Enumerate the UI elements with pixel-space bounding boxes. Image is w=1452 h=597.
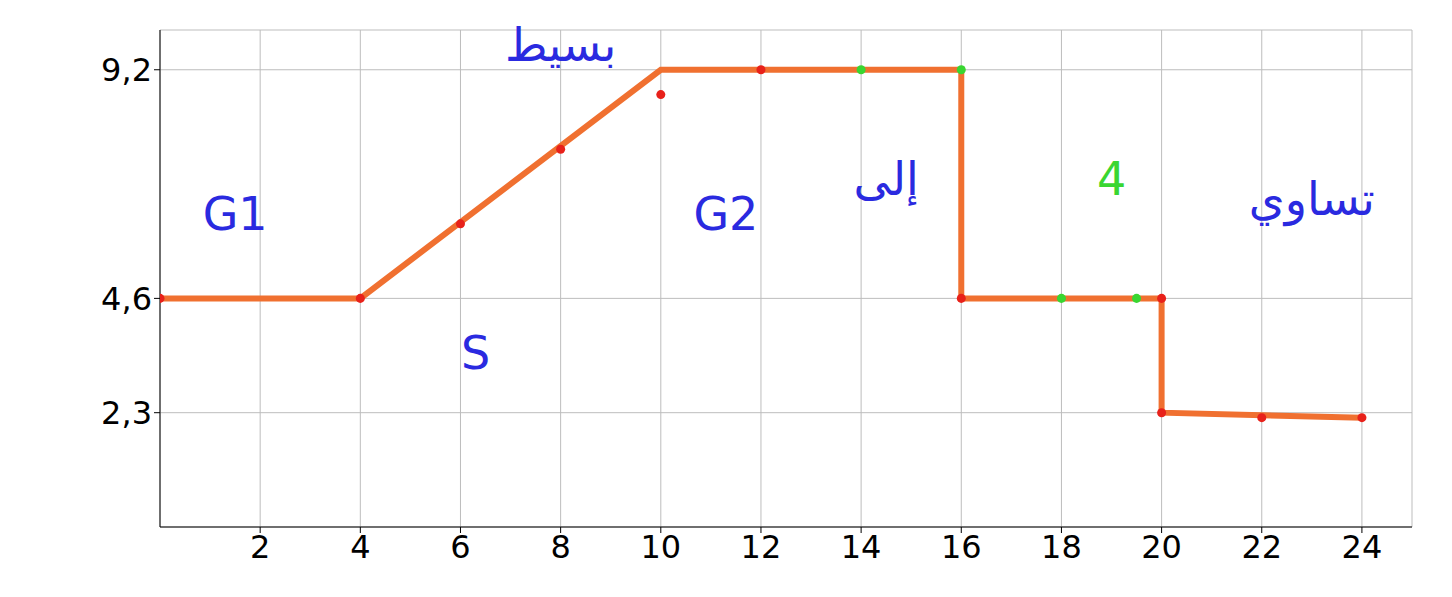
svg-text:G1: G1 (203, 187, 268, 241)
svg-text:إلى: إلى (854, 152, 919, 206)
svg-text:9,2: 9,2 (101, 51, 152, 89)
svg-text:G2: G2 (693, 187, 758, 241)
svg-text:تساوي: تساوي (1249, 172, 1375, 227)
svg-text:16: 16 (941, 528, 982, 566)
svg-text:24: 24 (1342, 528, 1383, 566)
svg-text:2,3: 2,3 (101, 394, 152, 432)
svg-text:10: 10 (640, 528, 681, 566)
svg-text:18: 18 (1041, 528, 1082, 566)
svg-text:20: 20 (1141, 528, 1182, 566)
svg-text:22: 22 (1241, 528, 1282, 566)
svg-text:4,6: 4,6 (101, 280, 152, 318)
svg-text:8: 8 (550, 528, 570, 566)
svg-text:بسيط: بسيط (505, 18, 616, 72)
svg-text:2: 2 (250, 528, 270, 566)
svg-text:6: 6 (450, 528, 470, 566)
svg-text:14: 14 (841, 528, 882, 566)
svg-text:4: 4 (350, 528, 370, 566)
svg-text:4: 4 (1097, 152, 1126, 206)
svg-text:12: 12 (741, 528, 782, 566)
svg-text:S: S (461, 326, 490, 380)
